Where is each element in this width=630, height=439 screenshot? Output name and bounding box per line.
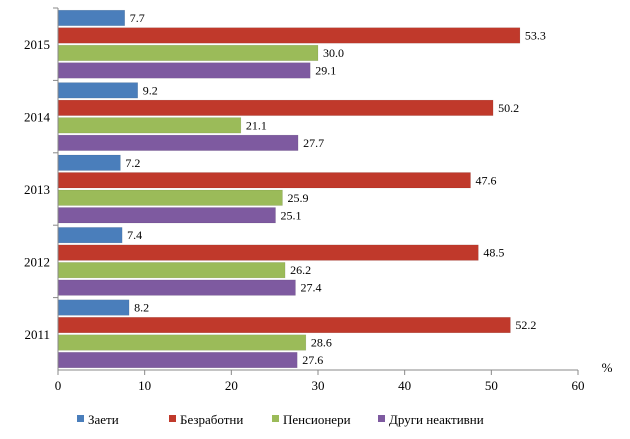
bar-2014-2: [57, 99, 494, 116]
bar-2013-2: [57, 172, 471, 189]
bar-2011-3: [57, 334, 307, 351]
bar-value-label: 27.6: [302, 353, 323, 367]
bar-value-label: 27.4: [300, 281, 321, 295]
bar-value-label: 7.4: [127, 228, 142, 242]
x-tick-label: 60: [572, 378, 585, 393]
bar-value-label: 9.2: [143, 83, 158, 97]
bar-value-label: 25.1: [281, 208, 302, 222]
bar-2014-3: [57, 117, 242, 134]
x-tick-label: 10: [138, 378, 151, 393]
bar-2014-1: [57, 82, 138, 99]
bar-2012-3: [57, 262, 286, 279]
x-tick-label: 0: [55, 378, 62, 393]
bar-2013-3: [57, 189, 283, 206]
bar-2011-4: [57, 352, 298, 369]
bar-2015-3: [57, 44, 319, 61]
legend-swatch: [272, 415, 279, 422]
bar-2015-1: [57, 9, 125, 26]
bar-value-label: 7.2: [125, 156, 140, 170]
legend-label: Пенсионери: [283, 412, 351, 427]
bar-2013-4: [57, 207, 276, 224]
bar-2012-2: [57, 244, 479, 261]
bar-value-label: 8.2: [134, 301, 149, 315]
bar-value-label: 30.0: [323, 46, 344, 60]
bars-layer: [57, 9, 521, 369]
bar-value-label: 29.1: [315, 63, 336, 77]
legend-swatch: [77, 415, 84, 422]
bar-2011-2: [57, 317, 511, 334]
legend-swatch: [169, 415, 176, 422]
bar-value-label: 7.7: [130, 11, 145, 25]
axes-layer: 2015 2014 2013 2012 2011 0 10 20 30 40 50 60%: [24, 7, 613, 393]
bar-value-label: 50.2: [498, 101, 519, 115]
x-tick-label: 40: [398, 378, 411, 393]
bar-value-label: 48.5: [483, 246, 504, 260]
y-tick-label: 2012: [24, 254, 50, 269]
legend-label: Заети: [88, 412, 119, 427]
legend-label: Безработни: [180, 412, 243, 427]
bar-value-label: 47.6: [476, 173, 497, 187]
legend-label: Други неактивни: [389, 412, 484, 427]
bar-2015-2: [57, 27, 521, 44]
x-tick-label: 30: [312, 378, 325, 393]
bar-2012-1: [57, 227, 123, 244]
bar-2011-1: [57, 299, 130, 316]
bar-value-label: 26.2: [290, 263, 311, 277]
bar-value-label: 21.1: [246, 118, 267, 132]
y-tick-label: 2013: [24, 182, 50, 197]
bar-2014-4: [57, 134, 299, 151]
bar-2013-1: [57, 154, 121, 171]
y-tick-label: 2015: [24, 37, 50, 52]
y-tick-label: 2014: [24, 110, 51, 125]
bar-value-label: 27.7: [303, 136, 324, 150]
bar-value-label: 25.9: [287, 191, 308, 205]
bar-value-label: 53.3: [525, 28, 546, 42]
x-tick-label: 50: [485, 378, 498, 393]
y-tick-label: 2011: [24, 327, 50, 342]
bar-value-label: 28.6: [311, 336, 332, 350]
bar-value-label: 52.2: [515, 318, 536, 332]
bar-2015-4: [57, 62, 311, 79]
x-unit-label: %: [602, 360, 613, 375]
bar-2012-4: [57, 279, 296, 296]
legend-swatch: [378, 415, 385, 422]
value-labels-layer: 7.7 53.3 30.0 29.1 9.2 50.2 21.1 27.7 7.2 47.6 25.…: [125, 11, 546, 367]
x-tick-label: 20: [225, 378, 238, 393]
legend: Заети Безработни Пенсионери Други неактивни: [77, 412, 484, 427]
